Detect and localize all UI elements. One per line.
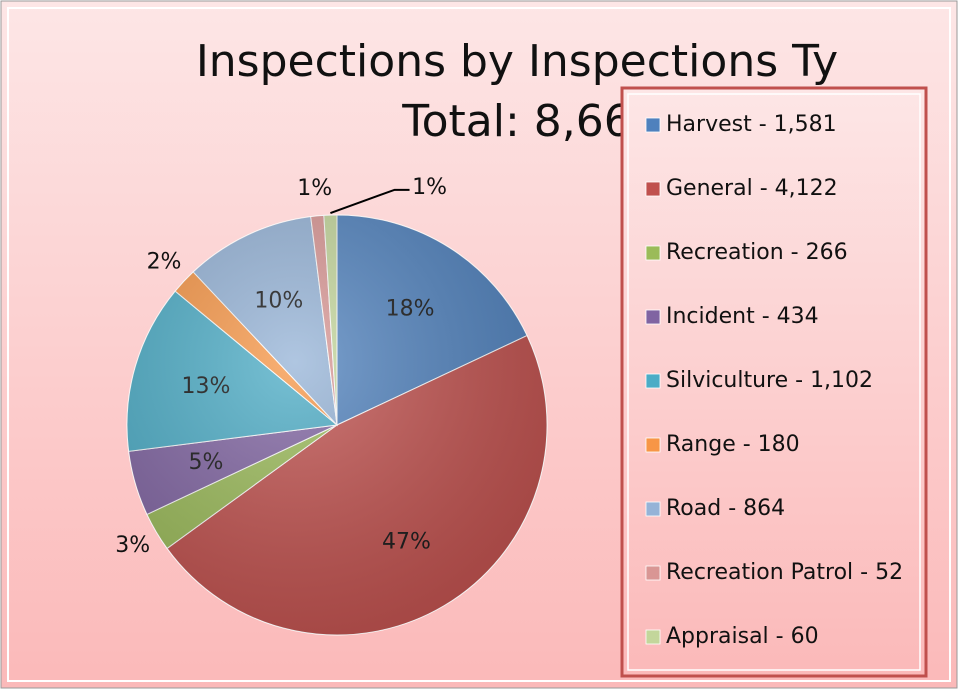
data-label: 18% bbox=[386, 297, 435, 322]
legend-label: Recreation Patrol - 52 bbox=[666, 560, 903, 585]
legend: Harvest - 1,581 General - 4,122 Recreation… bbox=[645, 112, 903, 649]
legend-swatch bbox=[645, 629, 661, 645]
legend-box bbox=[620, 86, 928, 678]
legend-label: Harvest - 1,581 bbox=[666, 112, 837, 137]
legend-label: Recreation - 266 bbox=[666, 240, 848, 265]
legend-swatch bbox=[645, 501, 661, 517]
data-label: 47% bbox=[382, 529, 431, 554]
legend-swatch bbox=[645, 565, 661, 581]
legend-label: Silviculture - 1,102 bbox=[666, 368, 873, 393]
data-label: 1% bbox=[412, 175, 447, 200]
chart-subtitle: Total: 8,66 bbox=[401, 96, 632, 147]
data-label: 3% bbox=[115, 533, 150, 558]
legend-inner bbox=[627, 93, 921, 671]
legend-swatch bbox=[645, 245, 661, 261]
leader-line bbox=[330, 188, 410, 215]
data-label: 1% bbox=[297, 176, 332, 201]
legend-label: Range - 180 bbox=[666, 432, 800, 457]
data-label: 10% bbox=[254, 288, 303, 313]
chart-title: Inspections by Inspections Ty bbox=[196, 36, 838, 87]
legend-label: Road - 864 bbox=[666, 496, 785, 521]
legend-swatch bbox=[645, 117, 661, 133]
legend-label: Appraisal - 60 bbox=[666, 624, 819, 649]
inner-border bbox=[7, 7, 951, 682]
data-label: 2% bbox=[147, 250, 182, 275]
legend-label: General - 4,122 bbox=[666, 176, 838, 201]
legend-swatch bbox=[645, 437, 661, 453]
legend-swatch bbox=[645, 373, 661, 389]
legend-swatch bbox=[645, 309, 661, 325]
data-label: 5% bbox=[188, 450, 223, 475]
legend-swatch bbox=[645, 181, 661, 197]
data-label: 13% bbox=[181, 374, 230, 399]
legend-label: Incident - 434 bbox=[666, 304, 819, 329]
